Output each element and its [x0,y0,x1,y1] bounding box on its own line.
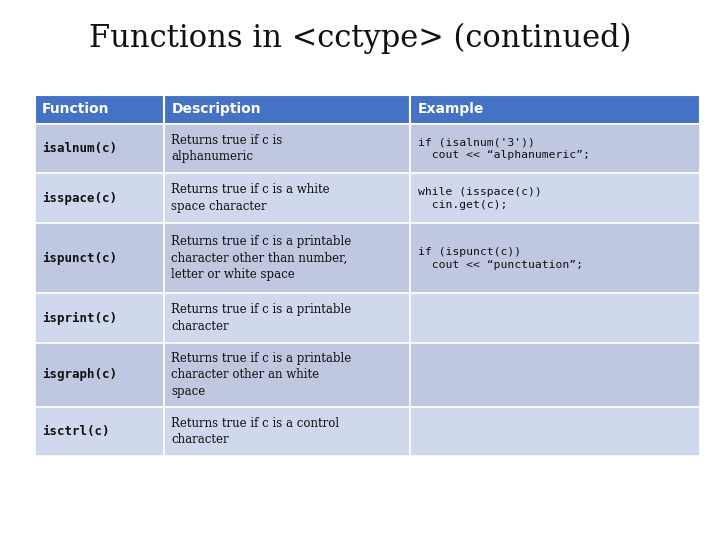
Bar [164,94,410,124]
Bar [35,407,164,456]
Text: while (isspace(c))
  cin.get(c);: while (isspace(c)) cin.get(c); [418,187,541,210]
Bar [410,124,700,173]
Bar [410,223,700,293]
Text: isalnum(c): isalnum(c) [42,142,117,155]
Bar [35,124,164,173]
Text: Function: Function [42,102,109,116]
Bar [35,223,164,293]
Text: isgraph(c): isgraph(c) [42,368,117,381]
Bar [410,407,700,456]
Bar [410,343,700,407]
Text: Returns true if c is a printable
character: Returns true if c is a printable charact… [171,303,352,333]
Text: Returns true if c is a printable
character other than number,
letter or white sp: Returns true if c is a printable charact… [171,235,352,281]
Text: Returns true if c is a white
space character: Returns true if c is a white space chara… [171,184,330,213]
Text: Description: Description [171,102,261,116]
Bar [410,293,700,343]
Text: Returns true if c is a control
character: Returns true if c is a control character [171,417,340,446]
Bar [35,293,164,343]
Text: Example: Example [418,102,484,116]
Bar [164,293,410,343]
Text: isprint(c): isprint(c) [42,312,117,325]
Text: Functions in <cctype> (continued): Functions in <cctype> (continued) [89,23,631,55]
Bar [164,173,410,223]
Bar [35,343,164,407]
Bar [164,343,410,407]
Bar [410,94,700,124]
Bar [35,94,164,124]
Text: if (isalnum('3'))
  cout << “alphanumeric”;: if (isalnum('3')) cout << “alphanumeric”… [418,137,590,160]
Bar [164,124,410,173]
Bar [410,173,700,223]
Text: Returns true if c is a printable
character other an white
space: Returns true if c is a printable charact… [171,352,352,398]
Bar [164,223,410,293]
Bar [35,173,164,223]
Bar [164,407,410,456]
Text: Returns true if c is
alphanumeric: Returns true if c is alphanumeric [171,134,283,163]
Text: ispunct(c): ispunct(c) [42,252,117,265]
Text: isspace(c): isspace(c) [42,192,117,205]
Text: if (ispunct(c))
  cout << “punctuation”;: if (ispunct(c)) cout << “punctuation”; [418,247,582,269]
Text: isctrl(c): isctrl(c) [42,425,109,438]
